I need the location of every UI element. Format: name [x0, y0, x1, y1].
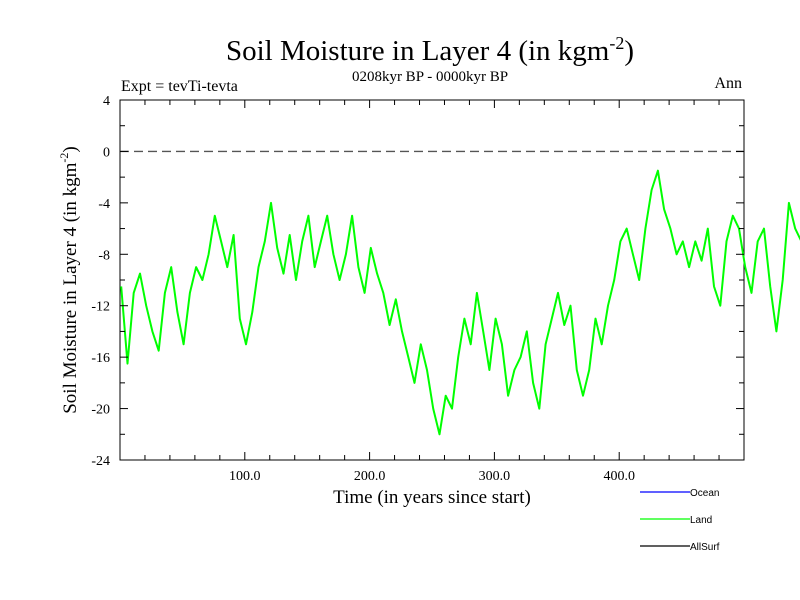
chart-title-close: ) [624, 35, 634, 67]
y-tick-label: 0 [103, 145, 110, 160]
y-tick-label: -20 [91, 403, 110, 418]
legend: Ocean Land AllSurf [640, 488, 720, 553]
y-tick-label: -16 [91, 351, 110, 366]
chart-title-text: Soil Moisture in Layer 4 (in kgm [226, 35, 610, 67]
chart-title-superscript: -2 [609, 33, 624, 53]
x-tick-label: 100.0 [229, 469, 261, 484]
season-label: Ann [714, 75, 742, 92]
x-tick-label: 300.0 [479, 469, 511, 484]
x-axis-ticks: 100.0 200.0 300.0 400.0 [144, 100, 720, 484]
y-tick-label: -8 [98, 248, 110, 263]
chart-subtitle: 0208kyr BP - 0000kyr BP [352, 69, 508, 85]
y-tick-label: -24 [91, 454, 110, 469]
y-tick-label: -12 [91, 300, 110, 315]
legend-label-land: Land [690, 515, 712, 526]
legend-label-ocean: Ocean [690, 488, 719, 499]
x-axis-label: Time (in years since start) [333, 487, 531, 508]
y-axis-ticks: 4 0 -4 -8 -12 -16 -20 -24 [91, 94, 744, 469]
y-tick-label: -4 [98, 197, 110, 212]
y-axis-label-close: ) [60, 146, 81, 152]
experiment-label: Expt = tevTi-tevta [121, 78, 238, 95]
chart-title: Soil Moisture in Layer 4 (in kgm-2) [226, 33, 634, 67]
y-axis-label-text: Soil Moisture in Layer 4 (in kgm [60, 162, 81, 413]
x-tick-label: 400.0 [603, 469, 635, 484]
land-series-line [120, 169, 800, 436]
legend-label-allsurf: AllSurf [690, 542, 720, 553]
y-axis-label: Soil Moisture in Layer 4 (in kgm-2) [57, 146, 81, 414]
x-tick-label: 200.0 [354, 469, 386, 484]
y-axis-label-superscript: -2 [57, 153, 71, 163]
y-tick-label: 4 [103, 94, 110, 109]
